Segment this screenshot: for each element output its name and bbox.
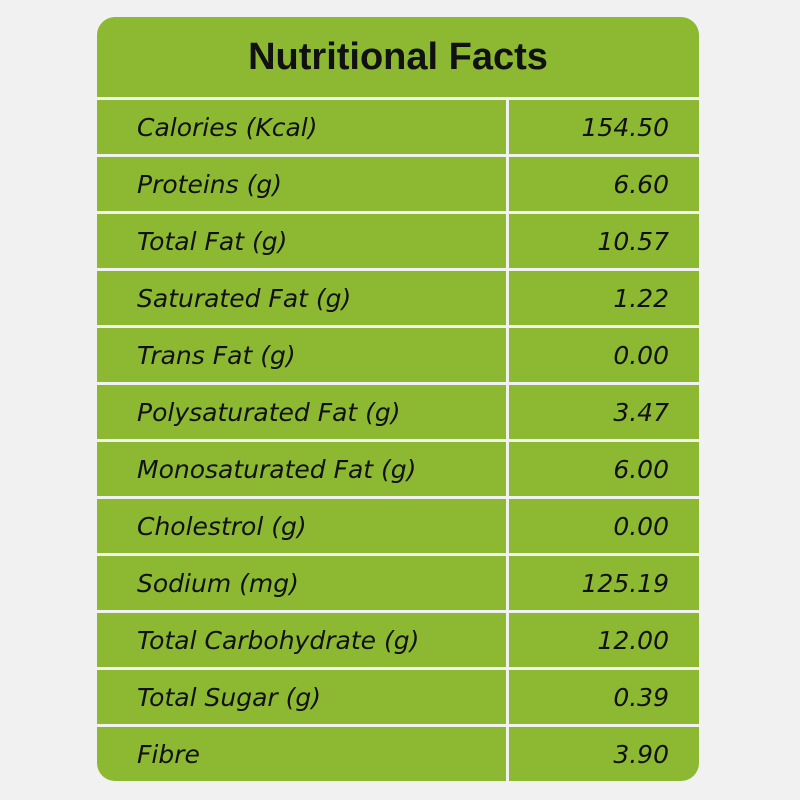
- nutrient-label-cell: Fibre: [97, 727, 506, 781]
- nutrient-label-cell: Trans Fat (g): [97, 328, 506, 382]
- nutrient-value: 0.39: [613, 682, 669, 712]
- nutrient-value: 6.00: [613, 454, 669, 484]
- nutrient-label: Proteins (g): [137, 169, 282, 199]
- nutrient-value: 154.50: [581, 112, 669, 142]
- nutrient-label-cell: Calories (Kcal): [97, 100, 506, 154]
- nutrient-label-cell: Monosaturated Fat (g): [97, 442, 506, 496]
- nutrient-value: 10.57: [597, 226, 669, 256]
- nutrient-value-cell: 0.00: [509, 499, 699, 553]
- nutrient-label: Saturated Fat (g): [137, 283, 352, 313]
- nutrient-label: Cholestrol (g): [137, 511, 307, 541]
- nutrient-value: 125.19: [581, 568, 669, 598]
- nutrient-value: 0.00: [613, 340, 669, 370]
- nutrient-label-cell: Total Sugar (g): [97, 670, 506, 724]
- nutrient-label-cell: Proteins (g): [97, 157, 506, 211]
- table-row: Sodium (mg) 125.19: [97, 556, 699, 610]
- nutrient-label-cell: Cholestrol (g): [97, 499, 506, 553]
- nutrient-value: 6.60: [613, 169, 669, 199]
- nutrition-rows: Calories (Kcal) 154.50 Proteins (g) 6.60…: [97, 100, 699, 781]
- nutrient-value-cell: 1.22: [509, 271, 699, 325]
- table-row: Proteins (g) 6.60: [97, 157, 699, 211]
- nutrient-value: 1.22: [613, 283, 669, 313]
- nutrient-value-cell: 3.90: [509, 727, 699, 781]
- nutrient-label: Total Carbohydrate (g): [137, 625, 420, 655]
- table-row: Total Carbohydrate (g) 12.00: [97, 613, 699, 667]
- nutrient-value-cell: 3.47: [509, 385, 699, 439]
- table-row: Cholestrol (g) 0.00: [97, 499, 699, 553]
- nutrient-label: Total Sugar (g): [137, 682, 321, 712]
- nutrient-label: Fibre: [137, 739, 200, 769]
- nutrient-label: Polysaturated Fat (g): [137, 397, 401, 427]
- nutrient-label: Trans Fat (g): [137, 340, 296, 370]
- nutrient-label-cell: Saturated Fat (g): [97, 271, 506, 325]
- nutrient-label: Monosaturated Fat (g): [137, 454, 417, 484]
- nutrient-value-cell: 6.00: [509, 442, 699, 496]
- nutrient-label: Calories (Kcal): [137, 112, 318, 142]
- nutrient-label-cell: Polysaturated Fat (g): [97, 385, 506, 439]
- nutrient-value-cell: 154.50: [509, 100, 699, 154]
- nutrient-value: 0.00: [613, 511, 669, 541]
- nutrient-value-cell: 10.57: [509, 214, 699, 268]
- table-row: Trans Fat (g) 0.00: [97, 328, 699, 382]
- nutrient-label-cell: Total Carbohydrate (g): [97, 613, 506, 667]
- table-row: Total Fat (g) 10.57: [97, 214, 699, 268]
- table-row: Monosaturated Fat (g) 6.00: [97, 442, 699, 496]
- nutrient-value: 12.00: [597, 625, 669, 655]
- nutrition-facts-table: Nutritional Facts Calories (Kcal) 154.50…: [97, 17, 699, 783]
- table-row: Calories (Kcal) 154.50: [97, 100, 699, 154]
- nutrient-value-cell: 0.00: [509, 328, 699, 382]
- nutrient-value-cell: 12.00: [509, 613, 699, 667]
- nutrient-label: Sodium (mg): [137, 568, 299, 598]
- title-bar: Nutritional Facts: [97, 17, 699, 97]
- nutrient-value-cell: 6.60: [509, 157, 699, 211]
- nutrient-value: 3.47: [613, 397, 669, 427]
- nutrient-value-cell: 0.39: [509, 670, 699, 724]
- nutrient-value-cell: 125.19: [509, 556, 699, 610]
- nutrient-label-cell: Sodium (mg): [97, 556, 506, 610]
- nutrient-value: 3.90: [613, 739, 669, 769]
- nutrient-label: Total Fat (g): [137, 226, 288, 256]
- table-row: Total Sugar (g) 0.39: [97, 670, 699, 724]
- table-row: Saturated Fat (g) 1.22: [97, 271, 699, 325]
- nutrient-label-cell: Total Fat (g): [97, 214, 506, 268]
- table-row: Fibre 3.90: [97, 727, 699, 781]
- table-title: Nutritional Facts: [248, 35, 548, 78]
- table-row: Polysaturated Fat (g) 3.47: [97, 385, 699, 439]
